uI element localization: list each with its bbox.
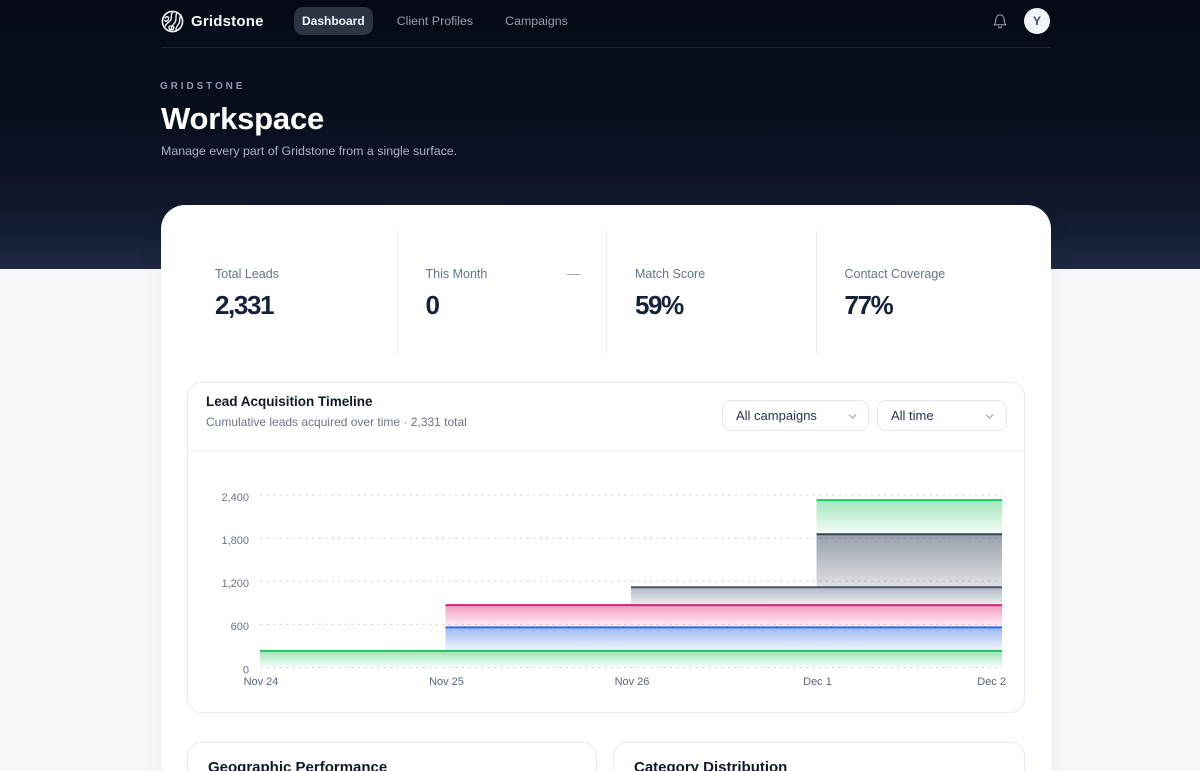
svg-text:Nov 25: Nov 25 <box>429 676 464 688</box>
svg-text:Nov 24: Nov 24 <box>244 676 279 688</box>
svg-text:Nov 26: Nov 26 <box>615 676 650 688</box>
svg-text:1,200: 1,200 <box>221 578 249 590</box>
svg-text:0: 0 <box>243 664 249 676</box>
svg-text:Dec 1: Dec 1 <box>803 676 832 688</box>
svg-text:600: 600 <box>231 621 249 633</box>
svg-text:Dec 2: Dec 2 <box>977 676 1006 688</box>
svg-text:2,400: 2,400 <box>221 492 249 504</box>
svg-text:1,800: 1,800 <box>221 535 249 547</box>
